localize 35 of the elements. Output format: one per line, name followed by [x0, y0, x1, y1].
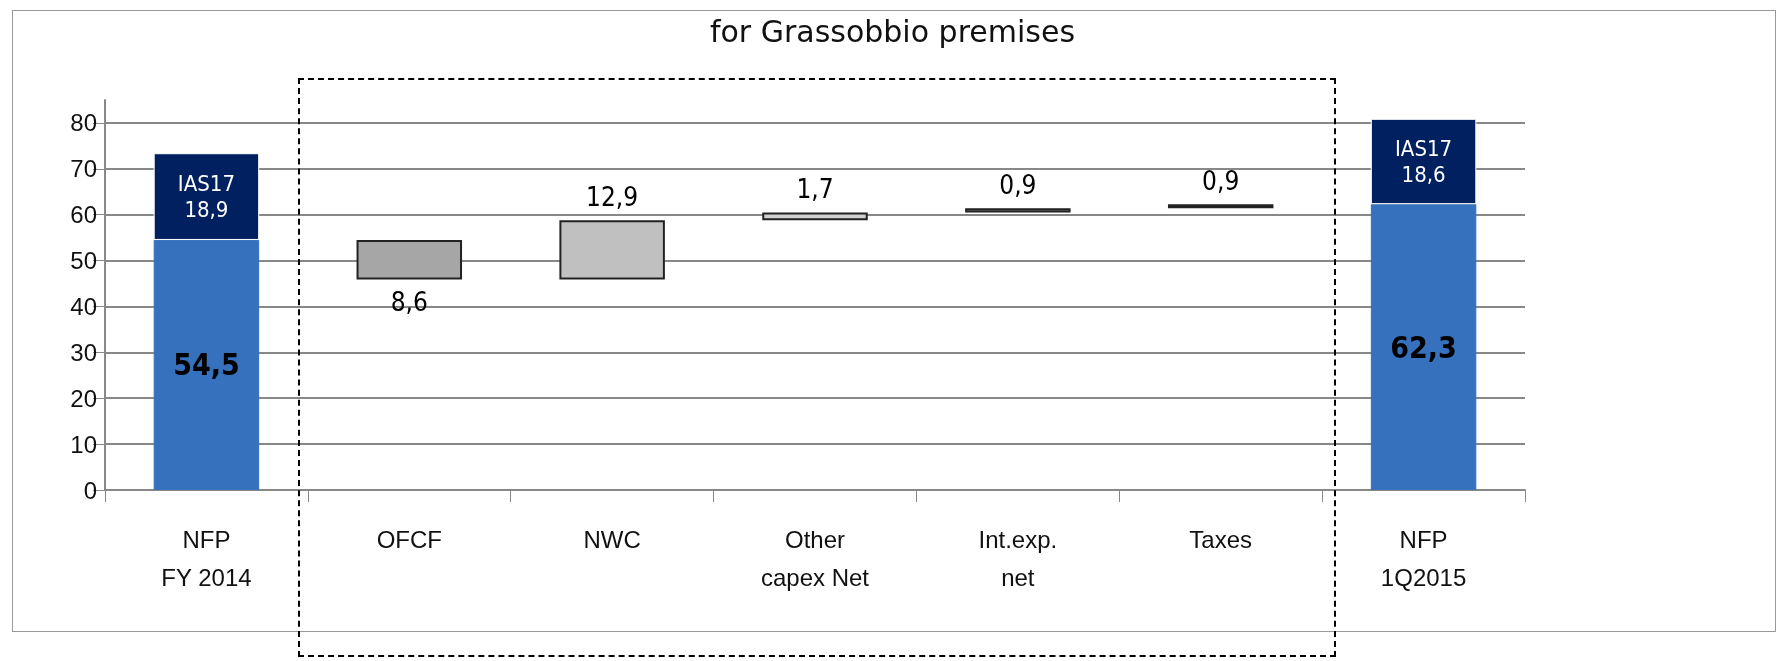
bar	[1370, 204, 1477, 490]
y-tick-label: 70	[70, 155, 97, 183]
chart-title: for Grassobbio premises	[708, 14, 1077, 49]
data-label: 62,3	[1390, 329, 1457, 365]
y-tick-label: 60	[70, 201, 97, 229]
data-label: 1,7	[796, 174, 834, 205]
x-tick-label: Taxes	[1189, 525, 1253, 553]
y-tick-label: 30	[70, 338, 97, 366]
data-label: 8,6	[390, 287, 428, 318]
y-tick-label: 50	[70, 247, 97, 275]
bar	[762, 212, 868, 221]
bar	[965, 208, 1071, 213]
x-tick-label: NFP 1Q2015	[1380, 525, 1467, 591]
data-label: IAS17 18,6	[1395, 135, 1453, 187]
x-tick-label: OFCF	[376, 525, 442, 553]
data-label: 0,9	[999, 170, 1037, 201]
data-label: 54,5	[173, 347, 240, 383]
y-tick-label: 0	[83, 476, 97, 504]
y-tick-label: 20	[70, 384, 97, 412]
x-tick-label: NFP FY 2014	[161, 525, 252, 591]
y-tick-label: 10	[70, 430, 97, 458]
y-tick-label: 80	[70, 109, 97, 137]
bar	[153, 239, 260, 490]
bar	[356, 239, 463, 280]
x-tick-label: NWC	[583, 525, 641, 553]
x-tick-label: Other capex Net	[760, 525, 870, 591]
x-tick-label: Int.exp. net	[978, 525, 1058, 591]
data-label: 12,9	[586, 182, 639, 213]
bar	[1370, 118, 1477, 205]
bar	[559, 220, 665, 280]
y-tick-label: 40	[70, 292, 97, 320]
data-label: IAS17 18,9	[177, 171, 235, 223]
data-label: 0,9	[1202, 166, 1240, 197]
bar	[1167, 204, 1274, 209]
bar	[153, 153, 260, 240]
